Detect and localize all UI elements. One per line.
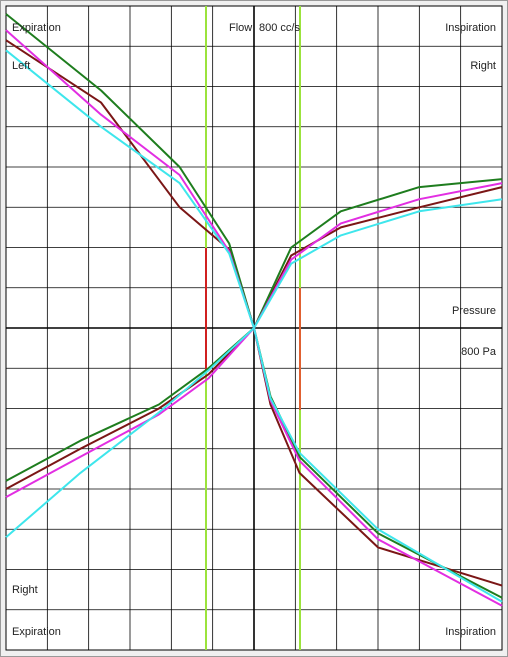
label: Pressure (452, 305, 496, 317)
label: Inspiration (445, 626, 496, 638)
label: Left (12, 60, 30, 72)
label: Expiration (12, 22, 61, 34)
label: Right (12, 584, 38, 596)
label: 800 cc/s (259, 22, 300, 34)
labels: Expiration Flow 800 cc/s Inspiration Lef… (12, 22, 497, 638)
label: Expiration (12, 626, 61, 638)
flow-curve (5, 49, 503, 603)
grid (5, 5, 503, 651)
curves (5, 13, 503, 607)
label: Inspiration (445, 22, 496, 34)
label: Right (470, 60, 496, 72)
label: 800 Pa (461, 346, 497, 358)
label: Flow (229, 22, 252, 34)
